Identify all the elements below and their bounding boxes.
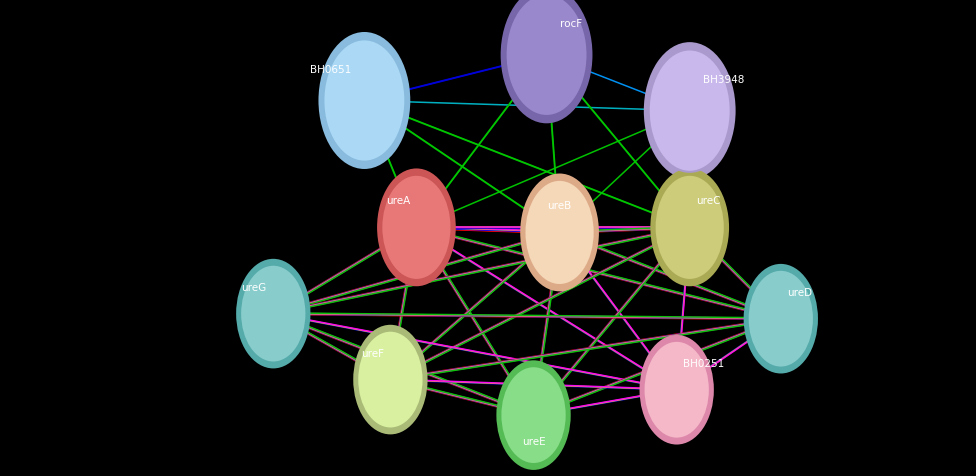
Ellipse shape bbox=[649, 50, 731, 172]
Ellipse shape bbox=[748, 270, 814, 368]
Ellipse shape bbox=[520, 174, 599, 292]
Ellipse shape bbox=[644, 43, 736, 180]
Ellipse shape bbox=[639, 335, 713, 445]
Ellipse shape bbox=[524, 180, 594, 286]
Text: BH3948: BH3948 bbox=[703, 75, 744, 85]
Text: BH0251: BH0251 bbox=[683, 359, 724, 368]
Ellipse shape bbox=[501, 0, 592, 124]
Text: ureD: ureD bbox=[788, 288, 812, 298]
Text: ureC: ureC bbox=[696, 196, 720, 206]
Ellipse shape bbox=[506, 0, 588, 117]
Text: ureE: ureE bbox=[522, 436, 546, 446]
Ellipse shape bbox=[501, 367, 567, 464]
Ellipse shape bbox=[357, 331, 424, 428]
Text: rocF: rocF bbox=[559, 20, 582, 30]
Text: ureF: ureF bbox=[361, 348, 384, 358]
Ellipse shape bbox=[318, 33, 410, 169]
Ellipse shape bbox=[655, 175, 725, 280]
Text: ureB: ureB bbox=[548, 201, 572, 211]
Ellipse shape bbox=[377, 169, 456, 287]
Text: ureA: ureA bbox=[386, 196, 410, 206]
Ellipse shape bbox=[497, 360, 571, 470]
Ellipse shape bbox=[353, 325, 427, 435]
Ellipse shape bbox=[744, 264, 818, 374]
Ellipse shape bbox=[323, 40, 405, 162]
Ellipse shape bbox=[236, 259, 310, 368]
Ellipse shape bbox=[643, 341, 710, 439]
Text: ureG: ureG bbox=[241, 283, 266, 293]
Ellipse shape bbox=[382, 175, 452, 280]
Text: BH0651: BH0651 bbox=[310, 65, 351, 75]
Ellipse shape bbox=[650, 169, 729, 287]
Ellipse shape bbox=[240, 265, 306, 363]
